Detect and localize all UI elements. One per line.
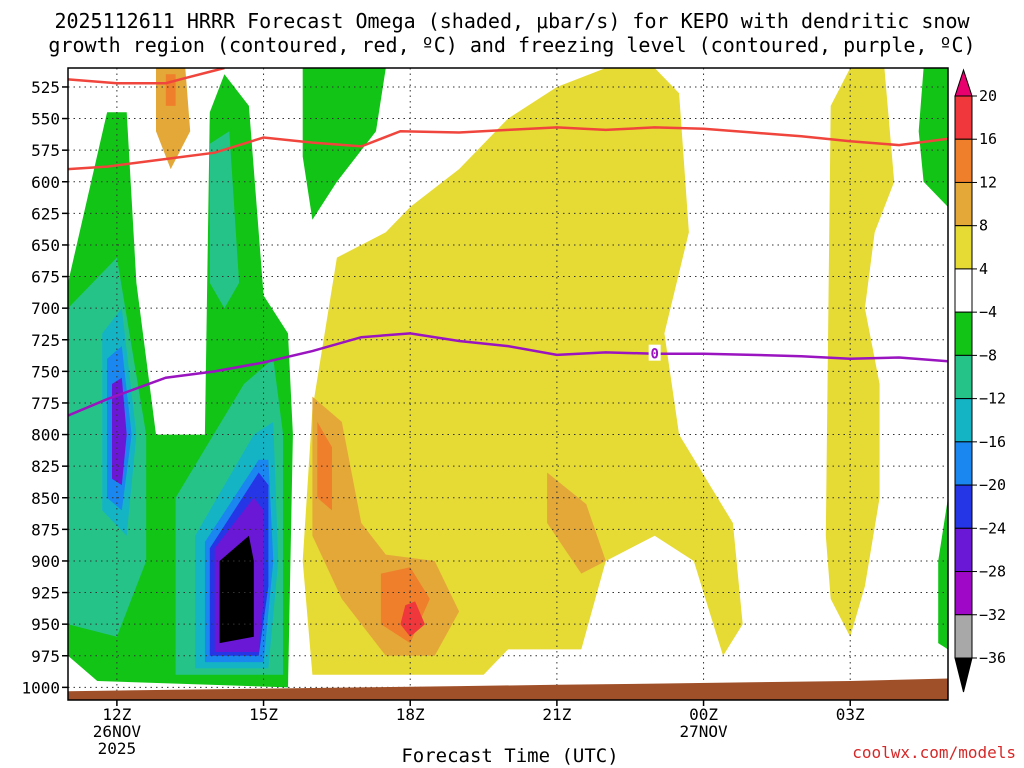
y-tick-label-750: 750: [31, 362, 60, 381]
credit-text: coolwx.com/models: [852, 743, 1016, 762]
colorbar-bin-6: [954, 311, 973, 356]
colorbar-bin-3: [954, 181, 973, 227]
colorbar-bin-7: [954, 354, 973, 400]
x-tick-label-15Z: 15Z: [249, 705, 278, 724]
colorbar-tick-label-7: −12: [979, 390, 1006, 408]
omega-region-omega-16-warm: [400, 601, 425, 637]
colorbar-tick-label-13: −36: [979, 649, 1006, 667]
colorbar-bin-10: [954, 484, 973, 529]
colorbar-tick-label-12: −32: [979, 606, 1006, 624]
colorbar-tick-label-0: 20: [979, 87, 997, 105]
y-axis: 525 550 575 600 625 650 675 700 725 750 775 800 825 8…: [21, 78, 68, 697]
y-tick-label-900: 900: [31, 552, 60, 571]
omega-region-omega-12-upper: [165, 74, 176, 106]
colorbar-bin-5: [954, 268, 973, 313]
y-tick-label-925: 925: [31, 584, 60, 603]
plot-area: 0: [67, 67, 949, 701]
colorbar-tick-label-1: 16: [979, 130, 997, 148]
omega-region-omega-neg8-mid: [209, 131, 240, 309]
y-tick-label-800: 800: [31, 426, 60, 445]
x-tick-year-12Z: 2025: [98, 739, 137, 758]
colorbar-tick-label-10: −24: [979, 519, 1006, 537]
colorbar-bin-11: [954, 527, 973, 573]
terrain-fill: [68, 678, 948, 700]
y-tick-label-875: 875: [31, 520, 60, 539]
y-tick-label-975: 975: [31, 647, 60, 666]
freezing-level-label: 0: [650, 347, 658, 363]
omega-region-warm-right: [825, 68, 895, 637]
terrain-layer: [68, 678, 948, 700]
omega-region-cold-right-edge: [918, 68, 948, 207]
omega-region-omega-neg24-left: [112, 377, 127, 486]
y-tick-label-850: 850: [31, 489, 60, 508]
colorbar-tick-label-3: 8: [979, 217, 988, 235]
x-tick-label-18Z: 18Z: [396, 705, 425, 724]
y-tick-label-675: 675: [31, 268, 60, 287]
contour-lines: 0: [68, 68, 948, 417]
colorbar-tick-label-5: −4: [979, 303, 997, 321]
y-tick-label-725: 725: [31, 331, 60, 350]
freezing-level-line: [68, 332, 948, 417]
colorbar-tick-label-4: 4: [979, 260, 988, 278]
y-tick-label-600: 600: [31, 173, 60, 192]
x-tick-label-00Z: 00Z: [689, 705, 718, 724]
omega-region-omega-12-warm: [317, 421, 332, 511]
colorbar-arrow-bottom: [954, 657, 973, 693]
x-axis-label: Forecast Time (UTC): [401, 745, 618, 767]
x-tick-label-12Z: 12Z: [102, 705, 131, 724]
y-tick-label-550: 550: [31, 110, 60, 129]
colorbar-tick-label-9: −20: [979, 476, 1006, 494]
y-tick-label-525: 525: [31, 78, 60, 97]
colorbar-tick-label-2: 12: [979, 173, 997, 191]
omega-region-cold-right-low: [938, 497, 948, 650]
colorbar-tick-label-8: −16: [979, 433, 1006, 451]
colorbar-tick-label-6: −8: [979, 346, 997, 364]
omega-region-omega-neg36-low: [219, 535, 254, 644]
y-tick-label-625: 625: [31, 204, 60, 223]
x-tick-label-03Z: 03Z: [836, 705, 865, 724]
colorbar-bin-4: [954, 225, 973, 270]
y-tick-label-650: 650: [31, 236, 60, 255]
freezing-level-label-bg: [648, 344, 661, 361]
colorbar-bin-13: [954, 614, 973, 659]
x-tick-date-00Z: 27NOV: [679, 722, 728, 741]
dgz-bottom-line: [68, 126, 948, 171]
colorbar-bin-9: [954, 441, 973, 486]
x-tick-date-12Z: 26NOV: [93, 722, 142, 741]
colorbar: 20 16 12 8 4 −4 −8 −12 −16 −20 −24 −28 −32 −36: [954, 68, 1006, 693]
chart-title-line2: growth region (contoured, red, ºC) and f…: [48, 33, 975, 57]
dgz-top-line: [68, 68, 225, 85]
y-tick-label-825: 825: [31, 457, 60, 476]
y-tick-label-775: 775: [31, 394, 60, 413]
plot-border: [67, 67, 949, 701]
x-tick-label-21Z: 21Z: [542, 705, 571, 724]
colorbar-bin-1: [954, 95, 973, 140]
chart-title-line1: 2025112611 HRRR Forecast Omega (shaded, …: [54, 9, 970, 33]
colorbar-bin-8: [954, 398, 973, 443]
colorbar-tick-label-11: −28: [979, 563, 1006, 581]
y-tick-label-950: 950: [31, 615, 60, 634]
omega-region-warm-plume: [302, 68, 743, 675]
colorbar-arrow-top: [954, 68, 973, 97]
omega-region-omega-8-warm2: [547, 472, 606, 574]
colorbar-bin-2: [954, 138, 973, 183]
y-tick-label-575: 575: [31, 141, 60, 160]
colorbar-bin-12: [954, 571, 973, 616]
y-tick-label-1000: 1000: [21, 678, 60, 697]
omega-shading: [68, 68, 948, 688]
y-tick-label-700: 700: [31, 299, 60, 318]
